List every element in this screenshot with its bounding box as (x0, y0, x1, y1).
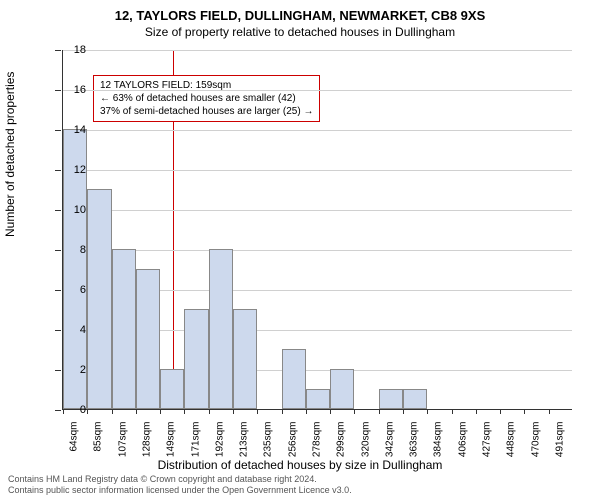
x-tick (306, 409, 307, 414)
histogram-bar (403, 389, 427, 409)
footer-line1: Contains HM Land Registry data © Crown c… (8, 474, 592, 485)
x-tick (549, 409, 550, 414)
histogram-bar (306, 389, 330, 409)
x-tick (209, 409, 210, 414)
x-tick (160, 409, 161, 414)
x-tick-label: 491sqm (554, 422, 565, 472)
histogram-bar (282, 349, 306, 409)
x-tick (403, 409, 404, 414)
x-tick (136, 409, 137, 414)
chart-plot-area: 12 TAYLORS FIELD: 159sqm ← 63% of detach… (62, 50, 572, 410)
y-tick-label: 0 (56, 404, 86, 416)
x-tick-label: 320sqm (360, 422, 371, 472)
histogram-bar (87, 189, 111, 409)
x-tick (257, 409, 258, 414)
x-tick (476, 409, 477, 414)
x-tick (524, 409, 525, 414)
x-tick-label: 149sqm (166, 422, 177, 472)
x-tick-label: 192sqm (214, 422, 225, 472)
histogram-bar (160, 369, 184, 409)
y-tick-label: 10 (56, 204, 86, 216)
footer-attribution: Contains HM Land Registry data © Crown c… (8, 474, 592, 496)
x-tick-label: 299sqm (336, 422, 347, 472)
x-tick (427, 409, 428, 414)
x-tick-label: 235sqm (263, 422, 274, 472)
x-tick-label: 363sqm (409, 422, 420, 472)
x-tick-label: 107sqm (117, 422, 128, 472)
y-tick-label: 6 (56, 284, 86, 296)
x-tick (282, 409, 283, 414)
histogram-bar (136, 269, 160, 409)
histogram-bar (233, 309, 257, 409)
y-tick-label: 2 (56, 364, 86, 376)
histogram-bar (209, 249, 233, 409)
x-tick-label: 342sqm (384, 422, 395, 472)
x-tick-label: 213sqm (239, 422, 250, 472)
histogram-bar (112, 249, 136, 409)
x-tick-label: 384sqm (433, 422, 444, 472)
gridline (63, 130, 572, 131)
gridline (63, 90, 572, 91)
chart-title: 12, TAYLORS FIELD, DULLINGHAM, NEWMARKET… (0, 0, 600, 23)
y-tick-label: 16 (56, 84, 86, 96)
y-tick-label: 4 (56, 324, 86, 336)
x-tick-label: 128sqm (142, 422, 153, 472)
y-tick-label: 12 (56, 164, 86, 176)
x-tick (233, 409, 234, 414)
callout-line2: ← 63% of detached houses are smaller (42… (100, 92, 313, 105)
footer-line2: Contains public sector information licen… (8, 485, 592, 496)
y-tick-label: 18 (56, 44, 86, 56)
x-tick (112, 409, 113, 414)
x-tick (452, 409, 453, 414)
x-tick-label: 470sqm (530, 422, 541, 472)
x-tick-label: 427sqm (482, 422, 493, 472)
y-tick-label: 14 (56, 124, 86, 136)
x-tick (379, 409, 380, 414)
chart-subtitle: Size of property relative to detached ho… (0, 25, 600, 39)
x-tick (184, 409, 185, 414)
x-tick-label: 448sqm (506, 422, 517, 472)
histogram-bar (379, 389, 403, 409)
x-tick-label: 171sqm (190, 422, 201, 472)
gridline (63, 250, 572, 251)
gridline (63, 210, 572, 211)
x-tick-label: 406sqm (457, 422, 468, 472)
gridline (63, 50, 572, 51)
x-tick-label: 278sqm (312, 422, 323, 472)
x-tick (354, 409, 355, 414)
histogram-bar (330, 369, 354, 409)
y-tick-label: 8 (56, 244, 86, 256)
histogram-bar (184, 309, 208, 409)
x-tick (330, 409, 331, 414)
y-axis-title: Number of detached properties (3, 72, 17, 237)
callout-line3: 37% of semi-detached houses are larger (… (100, 105, 313, 118)
x-tick (500, 409, 501, 414)
gridline (63, 170, 572, 171)
x-tick (87, 409, 88, 414)
x-tick-label: 256sqm (287, 422, 298, 472)
x-tick-label: 64sqm (69, 422, 80, 472)
x-tick-label: 85sqm (93, 422, 104, 472)
callout-box: 12 TAYLORS FIELD: 159sqm ← 63% of detach… (93, 75, 320, 122)
